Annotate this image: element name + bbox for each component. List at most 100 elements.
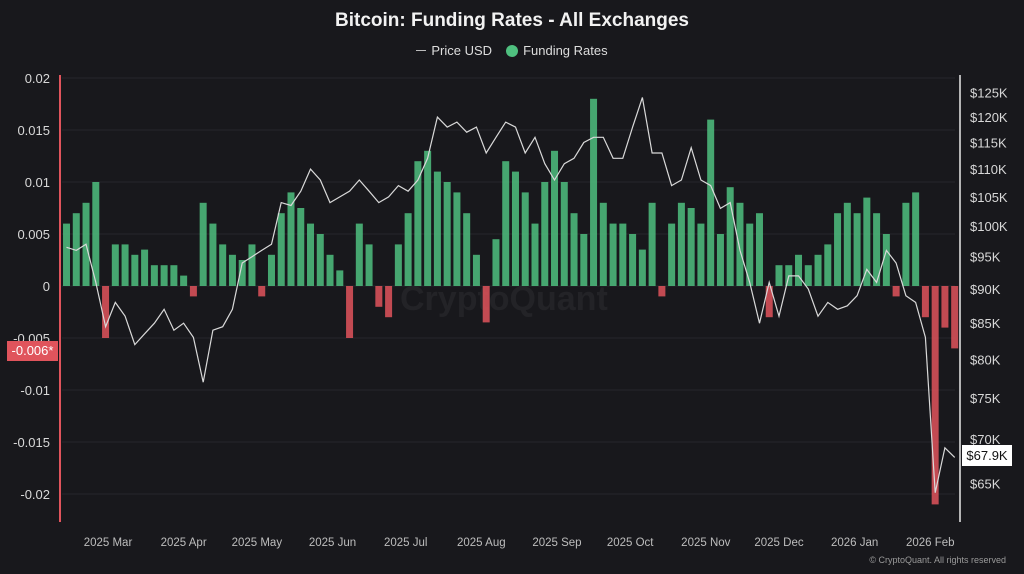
funding-bar (853, 213, 861, 286)
funding-bar (902, 202, 910, 286)
x-tick-label: 2026 Feb (906, 537, 955, 549)
funding-bar (404, 213, 412, 286)
funding-bar (580, 234, 588, 286)
funding-bar (463, 213, 471, 286)
funding-bar (931, 286, 939, 505)
funding-bar (697, 223, 705, 286)
funding-bar (677, 202, 685, 286)
funding-bar (716, 234, 724, 286)
funding-bar (385, 286, 393, 318)
legend-label: Price USD (431, 43, 493, 58)
left-tick-label: -0.01 (20, 383, 50, 398)
funding-bar (726, 187, 734, 286)
funding-bar (648, 202, 656, 286)
x-tick-label: 2025 Jul (384, 537, 427, 549)
funding-bar (414, 161, 422, 286)
funding-bar (912, 192, 920, 286)
funding-bar (307, 223, 315, 286)
funding-bar (746, 223, 754, 286)
funding-bar (658, 286, 666, 297)
right-tick-label: $110K (970, 162, 1007, 177)
funding-bar (365, 244, 373, 286)
funding-bar (141, 249, 149, 286)
legend-label: Funding Rates (523, 43, 608, 58)
left-tick-label: 0.02 (25, 71, 50, 86)
left-tick-label: 0.005 (17, 227, 50, 242)
funding-bar (560, 182, 568, 286)
x-tick-label: 2025 Oct (607, 537, 654, 549)
right-tick-label: $75K (970, 391, 1001, 406)
right-tick-label: $125K (970, 86, 1008, 101)
x-tick-label: 2025 Apr (161, 537, 207, 549)
current-funding-tag: -0.006* (7, 341, 58, 361)
right-tick-label: $95K (970, 250, 1001, 265)
funding-bar (941, 286, 949, 328)
line-swatch-icon (416, 50, 427, 51)
left-tick-label: 0.015 (17, 123, 50, 138)
right-tick-label: $65K (970, 476, 1001, 491)
funding-bar (238, 260, 246, 286)
current-price-tag: $67.9K (962, 445, 1012, 466)
funding-bar (121, 244, 129, 286)
funding-bar (258, 286, 266, 297)
x-tick-label: 2025 Aug (457, 537, 506, 549)
legend: Price USD Funding Rates (0, 43, 1024, 58)
funding-bar (629, 234, 637, 286)
funding-bar (472, 254, 480, 286)
funding-bar (316, 234, 324, 286)
funding-bar (199, 202, 207, 286)
funding-bar (843, 202, 851, 286)
right-tick-label: $70K (970, 432, 1001, 447)
x-tick-label: 2025 Dec (754, 537, 803, 549)
funding-bar (482, 286, 490, 323)
funding-bar (814, 254, 822, 286)
right-tick-label: $120K (970, 110, 1008, 125)
right-tick-label: $100K (970, 219, 1008, 234)
funding-bar (755, 213, 763, 286)
funding-bar (882, 234, 890, 286)
legend-item-funding[interactable]: Funding Rates (506, 43, 608, 58)
funding-bar (111, 244, 119, 286)
funding-bar (453, 192, 461, 286)
funding-bar (619, 223, 627, 286)
left-tick-label: 0 (43, 279, 50, 294)
funding-bar (873, 213, 881, 286)
x-tick-label: 2025 Mar (84, 537, 133, 549)
funding-bar (355, 223, 363, 286)
funding-bar (502, 161, 510, 286)
funding-bar (599, 202, 607, 286)
funding-bar (248, 244, 256, 286)
funding-bar (687, 208, 695, 286)
funding-bar (863, 197, 871, 286)
funding-bar (228, 254, 236, 286)
funding-bar (160, 265, 168, 286)
x-tick-label: 2025 May (232, 537, 283, 549)
funding-bar (951, 286, 959, 349)
funding-bar (150, 265, 158, 286)
funding-bar (170, 265, 178, 286)
funding-bar (551, 150, 559, 286)
funding-bar (775, 265, 783, 286)
funding-bar (531, 223, 539, 286)
funding-bar (892, 286, 900, 297)
funding-bar (63, 223, 71, 286)
funding-bar (638, 249, 646, 286)
funding-bar (297, 208, 305, 286)
right-tick-label: $85K (970, 316, 1001, 331)
right-tick-label: $80K (970, 352, 1001, 367)
funding-bar (590, 98, 598, 286)
right-tick-label: $105K (970, 190, 1008, 205)
funding-bar (346, 286, 354, 338)
funding-bar (131, 254, 139, 286)
funding-bar (795, 254, 803, 286)
funding-bar (834, 213, 842, 286)
right-tick-label: $90K (970, 282, 1001, 297)
funding-bar (189, 286, 197, 297)
funding-bar (824, 244, 832, 286)
funding-bar (92, 182, 100, 286)
funding-bar (267, 254, 275, 286)
funding-bar (72, 213, 80, 286)
funding-bar (375, 286, 383, 307)
price-line (66, 97, 956, 493)
legend-item-price[interactable]: Price USD (416, 43, 492, 58)
